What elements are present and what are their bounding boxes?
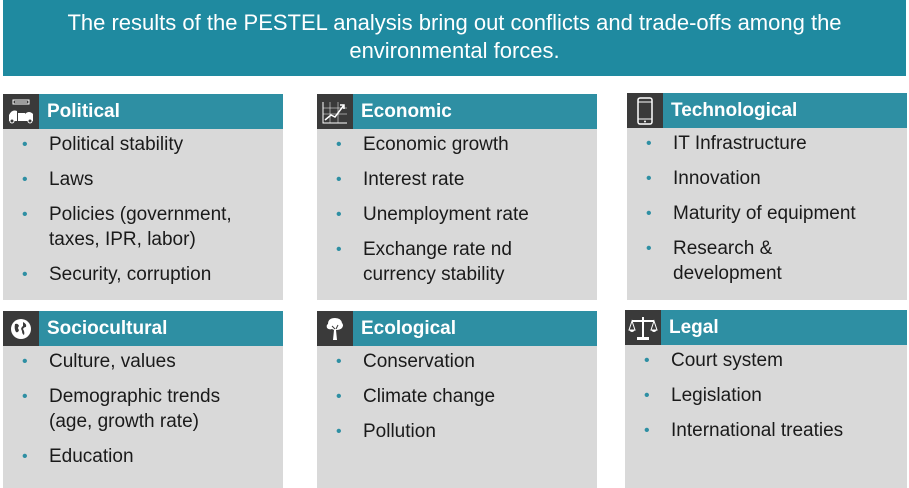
- list-item: • Culture, values: [22, 351, 176, 372]
- list-item: • International treaties: [644, 420, 844, 441]
- list-item: • Court system: [644, 350, 783, 371]
- growth-chart-icon: [317, 94, 353, 129]
- box-legal: Legal • Court system • Legislation • Intern…: [625, 310, 907, 488]
- banner-line-2: environmental forces.: [349, 38, 560, 63]
- list-ecological: • Conservation • Climate change • Pollution: [317, 349, 495, 454]
- tree-icon: [317, 311, 353, 346]
- header-ecological: Ecological: [317, 311, 597, 346]
- list-item: • Climate change: [336, 386, 496, 407]
- list-item: • Laws: [22, 169, 94, 190]
- list-item: • Innovation: [646, 168, 761, 189]
- list-item: • Conservation: [336, 351, 475, 372]
- box-sociocultural: Sociocultural • Culture, values • Demograp…: [3, 311, 283, 488]
- banner-line-1: The results of the PESTEL analysis bring…: [67, 10, 842, 35]
- box-title-technological: Technological: [671, 100, 798, 121]
- box-technological: Technological • IT Infrastructure • Innova…: [627, 93, 907, 300]
- list-item: • Economic growth: [336, 134, 509, 155]
- box-title-political: Political: [47, 101, 120, 122]
- list-item: • Education: [22, 446, 134, 467]
- box-ecological: Ecological • Conservation • Climate change…: [317, 311, 597, 488]
- list-item: • Research & development: [646, 238, 782, 284]
- list-item: • Security, corruption: [22, 264, 212, 285]
- box-title-legal: Legal: [669, 317, 719, 338]
- box-economic: Economic • Economic growth • Interest rate…: [317, 94, 597, 300]
- smartphone-icon: [627, 93, 663, 128]
- box-title-economic: Economic: [361, 101, 452, 122]
- list-sociocultural: • Culture, values • Demographic trends (ag…: [3, 349, 259, 479]
- box-political: Political • Political stability • Laws • Po…: [3, 94, 283, 300]
- list-item: • Legislation: [644, 385, 762, 406]
- list-item: • Political stability: [22, 134, 184, 155]
- header-technological: Technological: [627, 93, 907, 128]
- box-title-ecological: Ecological: [361, 318, 457, 339]
- list-item: • Policies (government, taxes, IPR, labor…: [22, 204, 232, 250]
- list-item: • Pollution: [336, 421, 436, 442]
- list-item: • Maturity of equipment: [646, 203, 856, 224]
- government-icon: [3, 94, 39, 129]
- list-political: • Political stability • Laws • Policies (go…: [3, 132, 271, 297]
- list-item: • Interest rate: [336, 169, 465, 190]
- list-item: • Exchange rate nd currency stability: [336, 239, 512, 285]
- header-political: Political: [3, 94, 283, 129]
- list-technological: • IT Infrastructure • Innovation • Maturity…: [627, 131, 856, 296]
- title-banner: The results of the PESTEL analysis bring…: [3, 0, 906, 76]
- header-economic: Economic: [317, 94, 597, 129]
- header-sociocultural: Sociocultural: [3, 311, 283, 346]
- box-title-sociocultural: Sociocultural: [47, 318, 168, 339]
- list-economic: • Economic growth • Interest rate • Unemplo…: [317, 132, 573, 297]
- header-legal: Legal: [625, 310, 907, 345]
- list-item: • Unemployment rate: [336, 204, 529, 225]
- list-legal: • Court system • Legislation • Internationa…: [625, 348, 843, 453]
- list-item: • Demographic trends (age, growth rate): [22, 386, 221, 432]
- list-item: • IT Infrastructure: [646, 133, 807, 154]
- globe-icon: [3, 311, 39, 346]
- scales-icon: [625, 310, 661, 345]
